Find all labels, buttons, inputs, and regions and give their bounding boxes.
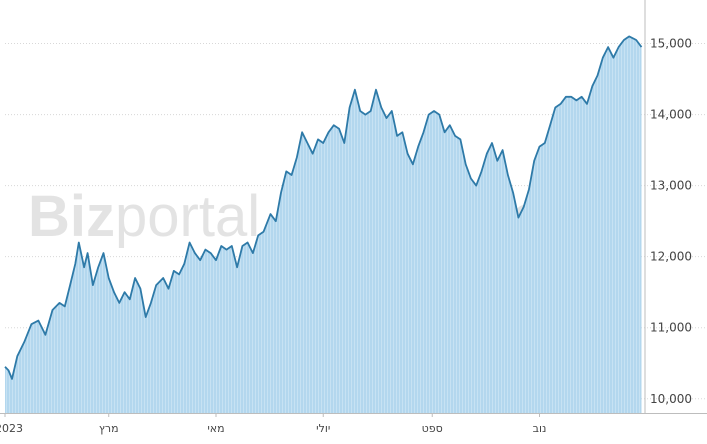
y-tick-label: 14,000 (650, 108, 692, 122)
series-line (4, 35, 643, 380)
x-tick-label: יולי (316, 422, 330, 435)
y-axis-ticks: 10,000 11,000 12,000 13,000 14,000 15,000 (650, 37, 692, 406)
y-tick-label: 10,000 (650, 392, 692, 406)
watermark-logo: Bizportal (28, 184, 260, 249)
x-tick-label: נוב (533, 422, 547, 435)
y-tick-label: 11,000 (650, 321, 692, 335)
x-tick-label: 2023 (0, 422, 23, 435)
axes (0, 0, 707, 414)
y-tick-label: 12,000 (650, 250, 692, 264)
x-tick-label: מרץ (99, 422, 119, 435)
x-tick-label: ספט (422, 422, 443, 435)
series-area (4, 35, 643, 414)
x-tick-label: מאי (207, 422, 224, 435)
y-tick-label: 13,000 (650, 179, 692, 193)
y-tick-label: 15,000 (650, 37, 692, 51)
x-axis-ticks: 2023 מרץ מאי יולי ספט נוב (0, 413, 546, 435)
series-area-fill (5, 36, 642, 414)
